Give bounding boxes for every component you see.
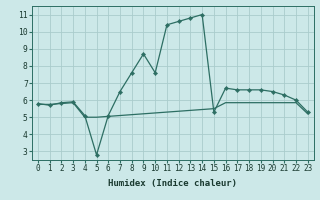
X-axis label: Humidex (Indice chaleur): Humidex (Indice chaleur) <box>108 179 237 188</box>
